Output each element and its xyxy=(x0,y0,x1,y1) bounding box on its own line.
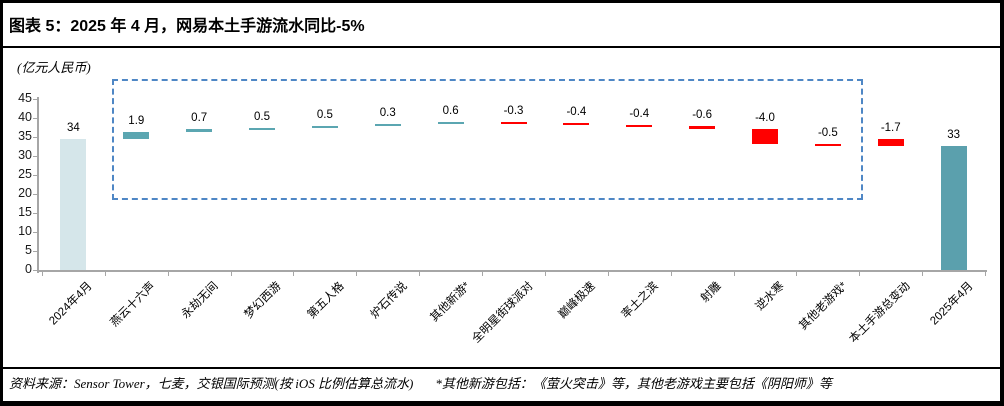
bar-value-label: 34 xyxy=(67,122,80,135)
bar-delta xyxy=(249,127,276,130)
footer-note: *其他新游包括：《萤火突击》等，其他老游戏主要包括《阴阳师》等 xyxy=(435,376,832,391)
bar-delta xyxy=(814,143,841,146)
y-axis-label: 40 xyxy=(18,110,32,124)
axis-unit-label: (亿元人民币) xyxy=(17,60,91,75)
y-axis-tick xyxy=(33,174,38,176)
y-axis-tick xyxy=(33,155,38,157)
y-axis-tick xyxy=(33,231,38,233)
frame-border-top xyxy=(0,0,1004,3)
y-axis-tick xyxy=(33,98,38,100)
frame-border-right xyxy=(1000,0,1004,406)
footer-separator-line xyxy=(0,367,1004,369)
bar-delta xyxy=(437,122,464,125)
bar-value-label: -4.0 xyxy=(755,111,775,124)
y-axis-label: 45 xyxy=(18,91,32,105)
y-axis-label: 35 xyxy=(18,129,32,143)
bar-total-change xyxy=(877,139,904,146)
y-axis-tick xyxy=(33,212,38,214)
y-axis-tick xyxy=(33,269,38,271)
x-axis-tick xyxy=(670,271,672,276)
bar-delta xyxy=(500,122,527,125)
x-axis-tick xyxy=(356,271,358,276)
deltas-highlight-box xyxy=(112,79,863,200)
bar-value-label: 0.6 xyxy=(442,105,459,118)
y-axis-label: 20 xyxy=(18,186,32,200)
y-axis-label: 25 xyxy=(18,167,32,181)
x-axis-tick xyxy=(104,271,106,276)
y-axis-label: 10 xyxy=(18,224,32,238)
footer-source: 资料来源：Sensor Tower，七麦，交银国际预测(按 iOS 比例估算总流… xyxy=(9,376,414,391)
x-axis-tick xyxy=(985,271,987,276)
bar-value-label: 0.7 xyxy=(191,112,208,125)
x-axis-tick xyxy=(482,271,484,276)
bar-delta xyxy=(626,124,653,127)
bar-value-label: -0.5 xyxy=(817,126,838,139)
bar-value-label: -0.4 xyxy=(629,107,650,120)
title-separator-line xyxy=(0,46,1004,48)
x-axis-tick xyxy=(922,271,924,276)
bar-delta xyxy=(374,124,401,127)
bar-value-label: 1.9 xyxy=(128,115,145,128)
y-axis-label: 15 xyxy=(18,205,32,219)
bar-delta xyxy=(689,126,716,129)
x-axis-tick xyxy=(419,271,421,276)
bar-value-label: 0.5 xyxy=(316,108,333,121)
bar-value-label: -0.3 xyxy=(503,105,524,118)
x-axis-tick xyxy=(544,271,546,276)
x-axis-tick xyxy=(607,271,609,276)
y-axis-label: 0 xyxy=(25,262,32,276)
x-axis xyxy=(37,270,987,272)
x-axis-tick xyxy=(167,271,169,276)
x-axis-tick xyxy=(230,271,232,276)
bar-delta xyxy=(563,123,590,126)
y-axis-tick xyxy=(33,193,38,195)
bar-delta xyxy=(311,125,338,128)
y-axis-tick xyxy=(33,117,38,119)
y-axis xyxy=(37,97,39,273)
y-axis-tick xyxy=(33,136,38,138)
bar-delta xyxy=(186,129,213,133)
x-axis-tick xyxy=(293,271,295,276)
bar-end xyxy=(940,145,967,270)
bar-value-label: -1.7 xyxy=(880,122,901,135)
y-axis-tick xyxy=(33,250,38,252)
bar-value-label: -0.6 xyxy=(692,109,713,122)
frame-border-left xyxy=(0,0,3,406)
x-axis-tick xyxy=(733,271,735,276)
bar-delta xyxy=(123,132,150,140)
bar-value-label: 33 xyxy=(947,128,960,141)
footer: 资料来源：Sensor Tower，七麦，交银国际预测(按 iOS 比例估算总流… xyxy=(9,373,832,392)
y-axis-label: 5 xyxy=(25,243,32,257)
bar-value-label: -0.4 xyxy=(566,106,587,119)
x-axis-tick xyxy=(42,271,43,276)
bar-start xyxy=(60,139,87,270)
bar-value-label: 0.5 xyxy=(254,110,271,123)
chart-title: 图表 5：2025 年 4 月，网易本土手游流水同比-5% xyxy=(9,18,365,35)
bar-delta xyxy=(752,128,778,144)
bar-value-label: 0.3 xyxy=(379,107,396,120)
frame-border-bottom xyxy=(0,401,1004,406)
x-axis-tick xyxy=(859,271,861,276)
y-axis-label: 30 xyxy=(18,148,32,162)
x-axis-tick xyxy=(796,271,798,276)
